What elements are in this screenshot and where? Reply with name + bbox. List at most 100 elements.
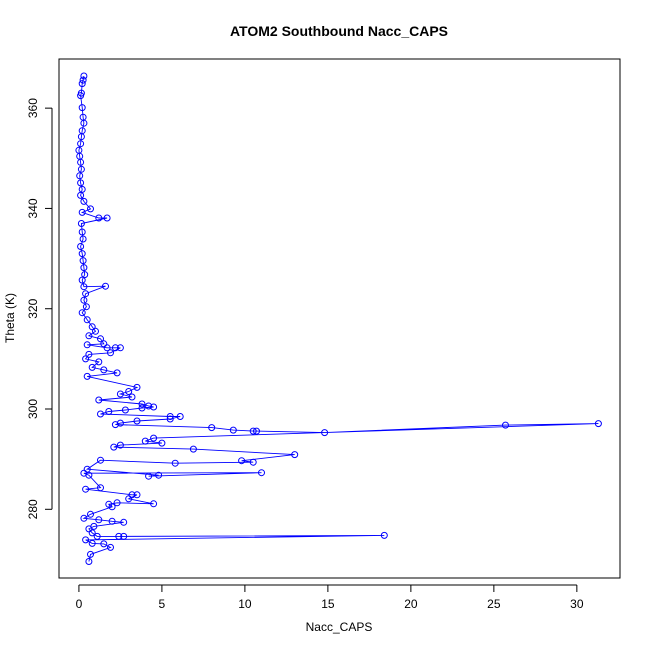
data-point bbox=[229, 426, 237, 434]
data-point bbox=[88, 363, 96, 371]
data-point bbox=[85, 332, 93, 340]
data-point bbox=[87, 510, 94, 518]
x-tick-label: 20 bbox=[404, 597, 418, 611]
data-point bbox=[166, 413, 174, 420]
data-point bbox=[103, 344, 111, 352]
y-tick-label: 320 bbox=[26, 298, 40, 318]
data-point bbox=[97, 484, 104, 492]
data-point bbox=[83, 316, 91, 324]
data-point bbox=[110, 443, 118, 451]
data-point bbox=[80, 119, 88, 127]
data-point bbox=[128, 393, 136, 401]
data-point bbox=[80, 514, 88, 522]
y-tick-label: 280 bbox=[26, 499, 40, 519]
data-point bbox=[150, 403, 158, 411]
data-point bbox=[78, 228, 86, 236]
data-point bbox=[116, 419, 124, 427]
data-point bbox=[158, 439, 166, 447]
x-tick-label: 30 bbox=[570, 597, 584, 611]
data-point bbox=[85, 471, 93, 479]
data-point bbox=[115, 532, 123, 540]
data-point bbox=[145, 472, 153, 480]
data-point bbox=[150, 434, 158, 442]
data-point bbox=[88, 323, 96, 331]
x-tick-label: 0 bbox=[76, 597, 83, 611]
data-point bbox=[77, 179, 85, 187]
data-point bbox=[82, 485, 90, 493]
x-tick-label: 10 bbox=[238, 597, 252, 611]
data-point bbox=[77, 243, 85, 250]
data-point bbox=[80, 296, 88, 304]
data-point bbox=[82, 536, 90, 544]
data-point bbox=[111, 344, 119, 352]
data-point bbox=[594, 420, 602, 428]
data-point bbox=[107, 349, 114, 357]
data-point bbox=[133, 417, 141, 425]
data-point bbox=[116, 344, 124, 352]
data-point bbox=[87, 550, 94, 558]
data-point bbox=[78, 309, 86, 317]
y-axis-label: Theta (K) bbox=[3, 293, 17, 343]
data-point bbox=[113, 369, 121, 377]
data-point bbox=[125, 388, 133, 395]
chart-title: ATOM2 Southbound Nacc_CAPS bbox=[230, 23, 448, 39]
data-point bbox=[85, 350, 93, 358]
data-point bbox=[77, 165, 85, 173]
data-point bbox=[380, 531, 388, 539]
data-point bbox=[78, 80, 86, 88]
data-point bbox=[145, 402, 153, 410]
y-tick-label: 340 bbox=[26, 198, 40, 218]
data-point bbox=[93, 532, 101, 540]
data-point bbox=[85, 558, 93, 565]
data-point bbox=[80, 197, 88, 205]
data-point bbox=[77, 140, 85, 148]
data-point bbox=[79, 76, 87, 84]
data-point bbox=[258, 469, 265, 477]
x-tick-label: 25 bbox=[487, 597, 501, 611]
data-point bbox=[95, 396, 103, 404]
data-point bbox=[121, 406, 129, 414]
data-point bbox=[97, 410, 104, 418]
data-point bbox=[78, 276, 86, 284]
data-point bbox=[82, 303, 90, 311]
y-tick-label: 300 bbox=[26, 399, 40, 419]
data-point bbox=[95, 516, 103, 524]
plot-frame bbox=[58, 58, 621, 579]
data-point bbox=[78, 250, 86, 258]
x-tick-label: 15 bbox=[321, 597, 335, 611]
data-point bbox=[108, 503, 116, 511]
data-point bbox=[88, 529, 96, 537]
data-point bbox=[95, 214, 103, 222]
data-point bbox=[83, 341, 91, 349]
data-point bbox=[82, 290, 90, 298]
data-point bbox=[97, 335, 104, 343]
data-point bbox=[77, 158, 85, 166]
data-point bbox=[102, 282, 109, 290]
data-point bbox=[138, 404, 146, 412]
y-axis: 280 300 320 340 360 bbox=[26, 98, 53, 519]
data-point bbox=[116, 441, 124, 449]
x-axis: 0 5 10 15 20 25 30 bbox=[76, 584, 584, 611]
data-point bbox=[88, 539, 96, 547]
data-point bbox=[253, 427, 260, 435]
x-tick-label: 5 bbox=[159, 597, 166, 611]
data-point bbox=[120, 518, 128, 526]
data-point bbox=[141, 437, 149, 445]
data-point bbox=[77, 191, 85, 199]
data-point bbox=[79, 257, 87, 265]
data-point bbox=[208, 424, 216, 432]
data-point bbox=[116, 390, 124, 398]
data-point bbox=[95, 358, 103, 366]
data-point bbox=[80, 283, 88, 291]
data-point bbox=[108, 517, 116, 525]
data-point bbox=[78, 208, 86, 216]
data-point bbox=[83, 372, 91, 380]
data-point bbox=[138, 400, 146, 408]
data-point bbox=[125, 495, 133, 503]
data-point bbox=[77, 133, 85, 141]
data-point bbox=[176, 413, 184, 420]
data-point bbox=[78, 104, 86, 112]
y-tick-label: 360 bbox=[26, 98, 40, 118]
data-point bbox=[100, 540, 108, 548]
data-point bbox=[249, 427, 257, 435]
